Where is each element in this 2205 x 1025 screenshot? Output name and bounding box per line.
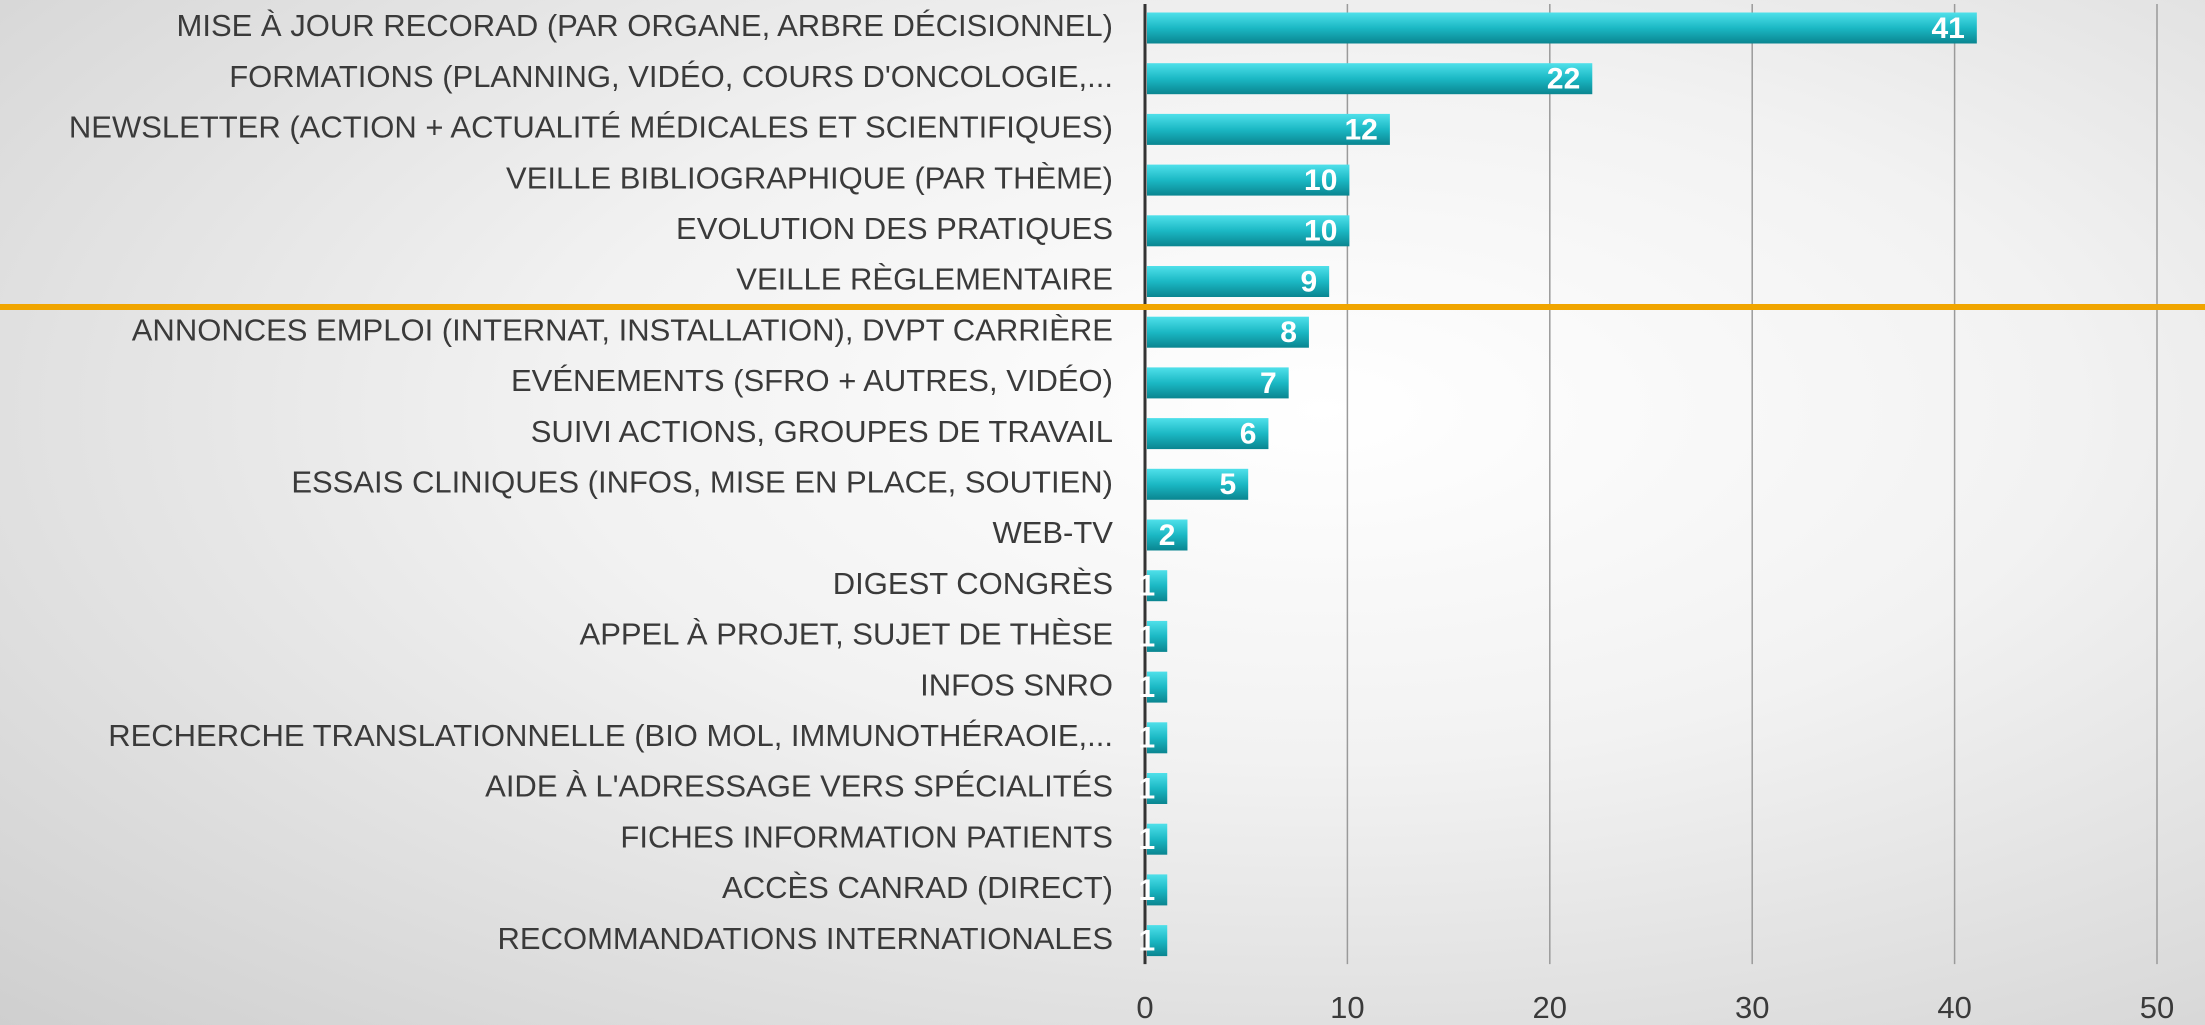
bar [1147, 671, 1168, 703]
value-label: 5 [1220, 468, 1237, 501]
bar [1147, 63, 1593, 95]
value-label: 10 [1304, 215, 1337, 248]
category-label: ESSAIS CLINIQUES (INFOS, MISE EN PLACE, … [291, 464, 1113, 499]
bar [1147, 722, 1168, 754]
category-label: ACCÈS CANRAD (DIRECT) [722, 870, 1113, 905]
x-tick-label: 50 [2140, 990, 2174, 1025]
category-label: EVOLUTION DES PRATIQUES [676, 211, 1113, 246]
value-label: 22 [1547, 63, 1580, 96]
bar [1147, 215, 1350, 247]
category-label: RECOMMANDATIONS INTERNATIONALES [498, 921, 1113, 956]
x-tick-label: 10 [1330, 990, 1364, 1025]
value-label: 10 [1304, 164, 1337, 197]
category-label: AIDE À L'ADRESSAGE VERS SPÉCIALITÉS [485, 769, 1113, 804]
category-label: ANNONCES EMPLOI (INTERNAT, INSTALLATION)… [132, 312, 1113, 347]
value-label: 8 [1280, 316, 1297, 349]
category-label: SUIVI ACTIONS, GROUPES DE TRAVAIL [531, 414, 1113, 449]
bar [1147, 113, 1390, 145]
bar [1147, 773, 1168, 804]
category-label: RECHERCHE TRANSLATIONNELLE (BIO MOL, IMM… [108, 718, 1113, 753]
bar [1147, 418, 1269, 450]
bars: MISE À JOUR RECORAD (PAR ORGANE, ARBRE D… [69, 8, 1977, 958]
value-label: 12 [1345, 113, 1378, 146]
category-label: NEWSLETTER (ACTION + ACTUALITÉ MÉDICALES… [69, 110, 1113, 145]
value-label: 1 [1139, 772, 1156, 805]
bar [1147, 925, 1168, 957]
category-label: VEILLE RÈGLEMENTAIRE [736, 262, 1113, 297]
category-label: EVÉNEMENTS (SFRO + AUTRES, VIDÉO) [511, 363, 1113, 398]
bar [1147, 367, 1289, 399]
bar [1147, 620, 1168, 652]
value-label: 1 [1139, 722, 1156, 755]
category-label: INFOS SNRO [920, 667, 1113, 702]
x-tick-label: 0 [1136, 990, 1153, 1025]
value-label: 6 [1240, 418, 1257, 451]
value-label: 1 [1139, 671, 1156, 704]
x-tick-label: 40 [1937, 990, 1971, 1025]
bar [1147, 468, 1249, 500]
bar [1147, 164, 1350, 196]
category-label: WEB-TV [992, 515, 1113, 550]
bar [1147, 316, 1309, 348]
category-label: MISE À JOUR RECORAD (PAR ORGANE, ARBRE D… [177, 8, 1113, 43]
category-label: FICHES INFORMATION PATIENTS [620, 819, 1113, 854]
category-label: FORMATIONS (PLANNING, VIDÉO, COURS D'ONC… [229, 59, 1113, 94]
value-label: 9 [1300, 265, 1317, 298]
value-label: 1 [1139, 823, 1156, 856]
value-label: 1 [1139, 570, 1156, 603]
value-label: 2 [1159, 519, 1176, 552]
x-tick-label: 30 [1735, 990, 1769, 1025]
value-label: 7 [1260, 367, 1277, 400]
x-tick-label: 20 [1533, 990, 1567, 1025]
value-label: 41 [1931, 12, 1964, 45]
category-label: APPEL À PROJET, SUJET DE THÈSE [580, 617, 1113, 652]
category-label: VEILLE BIBLIOGRAPHIQUE (PAR THÈME) [506, 160, 1113, 195]
bar [1147, 266, 1330, 297]
grid: 0 10 20 30 40 50 [1136, 4, 2174, 1025]
bar [1147, 519, 1188, 551]
value-label: 1 [1139, 925, 1156, 958]
category-label: DIGEST CONGRÈS [833, 566, 1113, 601]
bar [1147, 874, 1168, 906]
bar [1147, 570, 1168, 602]
value-label: 1 [1139, 874, 1156, 907]
bar [1147, 12, 1977, 44]
value-label: 1 [1139, 620, 1156, 653]
bar [1147, 823, 1168, 855]
